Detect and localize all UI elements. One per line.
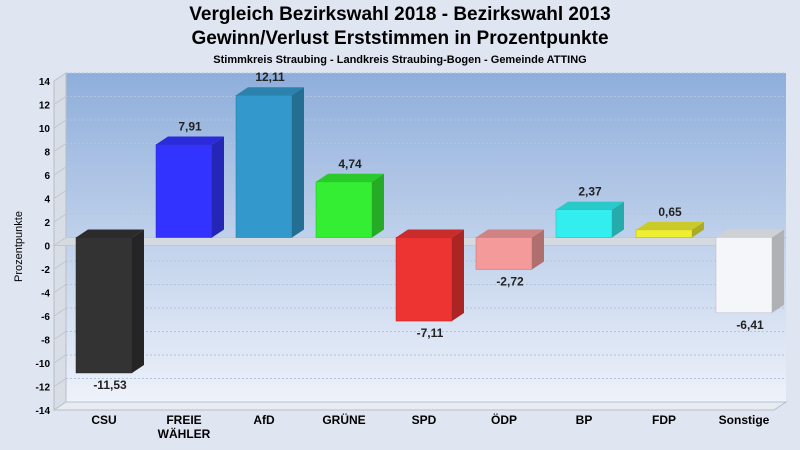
y-tick-label: 6 — [44, 171, 50, 182]
y-tick-label: -14 — [36, 406, 51, 417]
gridline-side — [53, 331, 67, 340]
chart-subtitle: Stimmkreis Straubing - Landkreis Straubi… — [213, 54, 587, 66]
value-label: -11,53 — [93, 378, 127, 392]
bar-side — [212, 136, 224, 238]
y-tick-label: -6 — [41, 312, 50, 323]
gridline-side — [53, 284, 67, 293]
bar-top — [76, 229, 144, 238]
bar-front — [75, 237, 133, 374]
gridline-side — [53, 166, 67, 176]
y-tick-label: 8 — [44, 148, 50, 159]
bar-front — [315, 181, 373, 238]
category-label: FDP — [652, 413, 676, 427]
y-tick-label: -10 — [36, 359, 51, 370]
bar-front — [235, 94, 293, 238]
y-tick-label: 0 — [44, 242, 50, 253]
value-label: -7,11 — [417, 326, 444, 340]
value-label: 7,91 — [178, 120, 202, 134]
y-axis-label: Prozentpunkte — [13, 211, 25, 282]
bar-top — [476, 229, 544, 238]
category-label: CSU — [91, 413, 116, 427]
bar-side — [532, 229, 544, 270]
bar-grüne — [315, 173, 384, 238]
bar-side — [452, 229, 464, 322]
gridline-side — [53, 401, 67, 411]
bar-csu — [75, 229, 144, 374]
bar-top — [716, 229, 784, 238]
bar-freie-wähler — [155, 136, 224, 238]
bar-side — [132, 229, 144, 373]
y-tick-label: 4 — [44, 195, 50, 206]
y-tick-label: 12 — [39, 101, 51, 112]
gridline-side — [53, 190, 67, 199]
gridline-side — [53, 354, 67, 364]
category-label: WÄHLER — [158, 426, 211, 441]
bar-top — [556, 201, 624, 210]
bar-side — [612, 201, 624, 238]
bar-front — [395, 237, 453, 322]
gridline-side — [53, 307, 67, 317]
bar-side — [692, 221, 704, 238]
y-tick-label: -2 — [41, 265, 50, 276]
bar-front — [475, 237, 533, 270]
bar-sonstige — [715, 229, 784, 314]
category-label: SPD — [412, 413, 437, 427]
bar-front — [155, 144, 213, 238]
y-tick-label: 14 — [39, 77, 51, 88]
category-label: FREIE — [166, 413, 201, 427]
y-tick-label: -8 — [41, 336, 50, 347]
chart-title-line2: Gewinn/Verlust Erststimmen in Prozentpun… — [191, 28, 609, 49]
value-label: -2,72 — [496, 274, 524, 288]
bar-fdp — [635, 221, 704, 238]
y-tick-label: 2 — [44, 218, 50, 229]
gridline-side — [53, 96, 67, 105]
bar-side — [372, 173, 384, 238]
bar-front — [555, 209, 613, 238]
bar-side — [292, 87, 304, 238]
floor — [52, 401, 788, 411]
chart-title: Vergleich Bezirkswahl 2018 - Bezirkswahl… — [189, 4, 611, 25]
gridline-side — [53, 119, 67, 129]
bar-top — [316, 173, 384, 182]
y-tick-label: -4 — [41, 289, 50, 300]
bar-top — [636, 221, 704, 230]
y-tick-label: -12 — [36, 383, 51, 394]
bar-front — [635, 229, 693, 238]
bar-afd — [235, 87, 304, 238]
category-label: GRÜNE — [322, 412, 365, 427]
gridline-side — [53, 378, 67, 387]
bar-top — [396, 229, 464, 238]
category-label: AfD — [253, 413, 275, 427]
gridline-side — [53, 143, 67, 152]
gridline-side — [53, 260, 67, 270]
bar-ödp — [475, 229, 544, 270]
bar-front — [715, 237, 773, 314]
value-label: 2,37 — [578, 185, 602, 199]
bar-top — [236, 87, 304, 96]
category-label: BP — [576, 413, 593, 427]
value-label: 0,65 — [658, 205, 682, 219]
value-label: 12,11 — [255, 70, 285, 84]
category-label: Sonstige — [719, 413, 770, 427]
value-label: -6,41 — [736, 318, 764, 332]
bar-side — [772, 229, 784, 313]
gridline-side — [53, 213, 67, 223]
bar-spd — [395, 229, 464, 322]
y-tick-label: 10 — [39, 124, 51, 135]
bar-top — [156, 136, 224, 145]
bar-bp — [555, 201, 624, 238]
value-label: 4,74 — [338, 157, 362, 171]
gridline-side — [53, 72, 67, 82]
category-label: ÖDP — [491, 412, 517, 427]
